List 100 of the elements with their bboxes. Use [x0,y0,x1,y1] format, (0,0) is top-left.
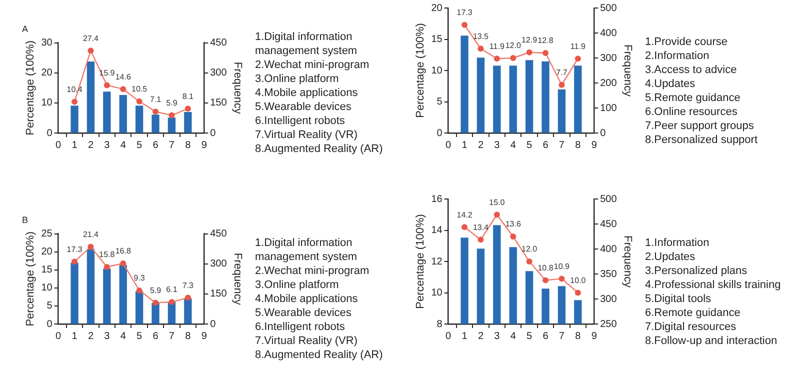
y2-tick-label: 200 [600,78,618,89]
x-tick-label: 5 [526,140,533,151]
y2-tick-label: 350 [600,268,618,280]
y2-tick-label: 500 [600,194,618,205]
bar [460,36,468,133]
x-tick-label: 5 [136,140,143,151]
x-tick-label: 3 [104,330,110,342]
point [542,50,549,56]
data-label: 5.9 [150,286,162,295]
point [72,258,78,265]
chart-title: A [22,24,28,34]
x-tick-label: 0 [446,330,452,342]
point [104,264,110,270]
y2-tick-label: 300 [600,52,618,64]
y2-tick-label: 0 [210,318,216,330]
y2-tick-label: 450 [210,228,228,240]
text: 6.Intelligent robots [255,320,346,334]
bar [103,268,111,324]
point [168,112,175,118]
x-tick-label: 9 [201,140,208,151]
x-tick-label: 5 [136,330,143,342]
data-label: 21.4 [82,230,100,239]
y-tick-label: 20 [41,246,53,258]
point [136,287,142,294]
text: 3.Personalized plans [645,264,748,278]
point [542,277,549,284]
point [168,298,175,305]
point [184,294,191,301]
text: 5.Remote guidance [645,91,742,105]
y2-tick-label: 300 [600,294,618,305]
data-label: 5.9 [166,98,178,108]
y2-tick-label: 150 [210,288,228,300]
point [88,244,94,250]
text: 5.Wearable devices [255,100,352,114]
text: 2.Updates [645,250,696,264]
y-tick-label: 14 [431,225,443,236]
point [494,212,500,218]
text: 6.Intelligent robots [255,114,346,128]
bar [70,262,78,324]
point [510,234,516,240]
y-tick-label: 16 [431,194,443,205]
y-tick-label: 10 [41,98,53,109]
y2-tick-label: 450 [210,38,228,49]
text: 7.Digital resources [645,320,738,334]
data-label: 14.6 [115,72,132,82]
data-label: 14.2 [456,210,473,220]
data-label: 10.9 [554,262,570,271]
y-axis-title: Percentage (100%) [414,214,427,309]
point [136,98,142,104]
y2-tick-label: 150 [210,98,228,109]
text: 4.Updates [645,77,696,91]
x-tick-label: 2 [88,140,94,151]
bar [493,66,501,133]
data-label: 12.9 [522,36,538,45]
text: 1.Provide course [645,35,729,49]
data-label: 12.8 [538,36,554,46]
x-tick-label: 0 [446,140,452,151]
text: 1.Information [645,236,710,250]
y-axis-title: Percentage (100%) [24,232,37,326]
data-label: 27.4 [82,34,100,43]
bar [558,89,566,133]
point [558,276,565,282]
x-tick-label: 4 [120,140,126,151]
point [120,260,126,266]
x-tick-label: 3 [104,140,110,151]
data-label: 11.9 [489,42,505,51]
bar [574,66,582,133]
x-tick-label: 7 [168,330,175,342]
point [510,55,516,61]
x-tick-label: 0 [56,140,62,151]
data-label: 10.0 [570,276,586,285]
x-tick-label: 6 [152,140,159,151]
y-tick-label: 10 [431,65,443,76]
bar [152,114,160,133]
data-label: 7.3 [182,280,194,290]
x-tick-label: 9 [591,330,598,342]
bar [184,112,192,133]
y2-tick-label: 100 [600,102,618,114]
point [72,98,78,105]
text: 5.Digital tools [645,292,712,306]
bar [542,61,550,133]
text: 2.Information [645,49,710,63]
text: 6.Remote guidance [645,306,742,320]
x-tick-label: 7 [558,140,565,151]
x-tick-label: 9 [201,330,208,342]
text: 4.Mobile applications [255,292,359,306]
y-tick-label: 5 [436,96,443,108]
text: 8.Augmented Reality (AR) [255,348,384,362]
bar [184,298,192,324]
x-tick-label: 7 [558,330,565,342]
point [494,56,500,62]
x-tick-label: 4 [120,330,126,342]
text: 8.Augmented Reality (AR) [255,142,384,156]
x-tick-label: 8 [185,330,192,342]
data-label: 11.9 [570,42,586,51]
y-tick-label: 0 [46,128,53,139]
y2-tick-label: 300 [210,258,228,270]
text: 3.Online platform [255,278,340,292]
y-tick-label: 30 [41,38,53,49]
y-tick-label: 10 [41,282,53,294]
